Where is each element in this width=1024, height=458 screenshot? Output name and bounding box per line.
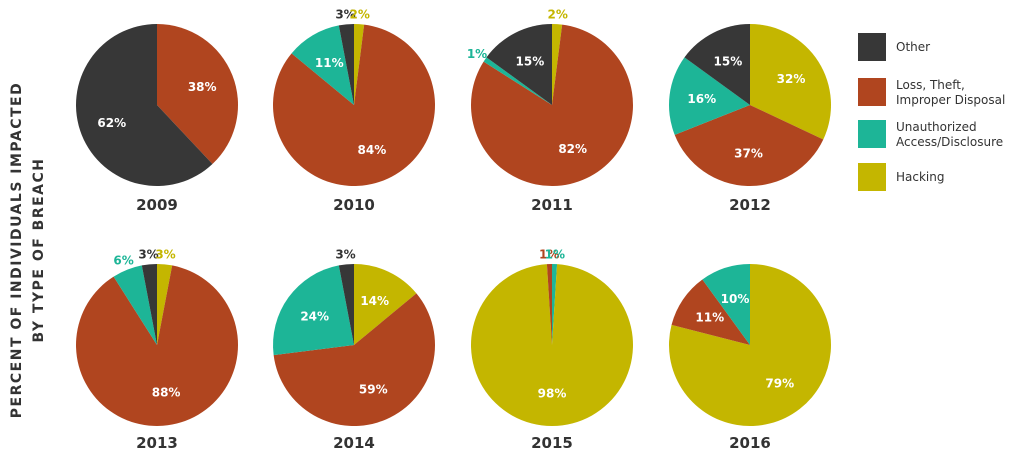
- y-axis-label: PERCENT OF INDIVIDUALS IMPACTED BY TYPE …: [9, 82, 47, 418]
- year-label-2013: 2013: [136, 434, 178, 452]
- legend: Other Loss, Theft,Improper Disposal Unauth…: [858, 33, 1005, 191]
- slice-2010-other: [338, 23, 354, 106]
- data-label-2013-unauth: 6%: [113, 254, 133, 268]
- pie-2009: 62% 38% 2009: [76, 24, 239, 214]
- y-axis-label-line-1: PERCENT OF INDIVIDUALS IMPACTED: [9, 82, 25, 418]
- slice-2010-unauth: [291, 25, 354, 105]
- slice-2016-unauth: [702, 264, 750, 345]
- legend-swatch-loss: [858, 78, 886, 106]
- data-label-2012-loss: 37%: [734, 147, 763, 161]
- slice-2012-hacking: [750, 24, 831, 140]
- y-axis-label-line-2: BY TYPE OF BREACH: [31, 158, 47, 343]
- slice-2014-hacking: [354, 264, 417, 345]
- data-label-2014-unauth: 24%: [300, 309, 329, 323]
- year-label-2011: 2011: [531, 196, 573, 214]
- pie-2012: 15% 37% 16% 32% 2012: [669, 24, 831, 214]
- slice-2011-loss: [471, 24, 634, 187]
- data-label-2011-loss: 82%: [558, 142, 587, 156]
- data-label-2010-loss: 84%: [358, 143, 387, 157]
- data-label-2016-hacking: 79%: [765, 376, 794, 390]
- legend-text-unauth-1: Access/Disclosure: [896, 135, 1003, 149]
- legend-item-hacking: Hacking: [858, 163, 944, 191]
- legend-text-loss-1: Improper Disposal: [896, 93, 1005, 107]
- pie-2013: 3% 88% 6% 3% 2013: [76, 248, 239, 452]
- legend-item-loss: Loss, Theft,Improper Disposal: [858, 78, 1005, 107]
- slice-2015-unauth: [552, 264, 558, 345]
- pie-grid: 62%38%20093%84%11%2%201015%82%1%2%201115…: [76, 8, 831, 452]
- slice-2010-loss: [273, 24, 436, 187]
- data-label-2010-unauth: 11%: [315, 56, 344, 70]
- pie-2015: 1%1% 98% 2015: [471, 247, 633, 452]
- slice-2012-loss: [674, 105, 824, 186]
- data-label-2011-unauth: 1%: [467, 47, 487, 61]
- legend-text-unauth-0: Unauthorized: [896, 120, 977, 134]
- data-label-2015-loss: 1%: [539, 247, 559, 261]
- data-label-2011-hacking: 2%: [548, 8, 568, 22]
- legend-swatch-unauth: [858, 120, 886, 148]
- legend-swatch-other: [858, 33, 886, 61]
- slice-2015-hacking: [471, 264, 633, 426]
- legend-swatch-hacking: [858, 163, 886, 191]
- data-label-2016-loss: 11%: [695, 311, 724, 325]
- legend-item-other: Other: [858, 33, 930, 61]
- legend-text-hacking-0: Hacking: [896, 170, 944, 184]
- slice-2011-hacking: [552, 24, 563, 105]
- year-label-2012: 2012: [729, 196, 771, 214]
- year-label-2015: 2015: [531, 434, 573, 452]
- slice-2012-unauth: [669, 57, 750, 135]
- data-label-2012-hacking: 32%: [777, 72, 806, 86]
- slice-2011-other: [486, 24, 552, 105]
- data-label-2015-unauth: 1%: [545, 247, 565, 261]
- legend-text-other-0: Other: [896, 40, 930, 54]
- data-label-2009-other: 62%: [97, 116, 126, 130]
- slice-2011-unauth: [483, 57, 552, 105]
- data-label-2014-hacking: 14%: [360, 294, 389, 308]
- data-label-2014-loss: 59%: [359, 383, 388, 397]
- data-label-2011-other: 15%: [516, 55, 545, 69]
- pie-2016: 11% 10% 79% 2016: [668, 264, 831, 452]
- data-label-2016-unauth: 10%: [721, 292, 750, 306]
- slice-2014-unauth: [273, 265, 354, 356]
- legend-text-loss-0: Loss, Theft,: [896, 78, 965, 92]
- slice-2010-hacking: [354, 24, 365, 105]
- year-label-2014: 2014: [333, 434, 375, 452]
- slice-2013-unauth: [113, 265, 157, 345]
- data-label-2013-loss: 88%: [152, 386, 181, 400]
- data-label-2012-unauth: 16%: [687, 92, 716, 106]
- year-label-2009: 2009: [136, 196, 178, 214]
- data-label-2013-other: 3%: [138, 248, 158, 262]
- data-label-2014-other: 3%: [335, 248, 355, 262]
- slice-2015-loss: [546, 264, 552, 345]
- year-label-2010: 2010: [333, 196, 375, 214]
- data-label-2009-loss: 38%: [188, 80, 217, 94]
- year-label-2016: 2016: [729, 434, 771, 452]
- data-label-2015-hacking: 98%: [538, 387, 567, 401]
- data-label-2010-other: 3%: [335, 8, 355, 22]
- slice-2016-hacking: [668, 264, 831, 426]
- pie-2014: 3% 59% 24% 14% 2014: [273, 248, 436, 452]
- data-label-2012-other: 15%: [714, 55, 743, 69]
- slice-2013-loss: [76, 265, 239, 426]
- pie-2011: 15% 82% 1% 2% 2011: [467, 8, 634, 214]
- data-label-2013-hacking: 3%: [155, 248, 175, 262]
- slice-2013-hacking: [157, 264, 173, 345]
- slice-2016-loss: [671, 279, 750, 345]
- data-label-2010-hacking: 2%: [350, 8, 370, 22]
- pie-2010: 3% 84% 11% 2% 2010: [273, 8, 436, 214]
- slice-2014-other: [338, 264, 354, 345]
- slice-2009-other: [76, 24, 213, 187]
- slice-2009-loss: [157, 24, 239, 165]
- slice-2014-loss: [273, 293, 436, 427]
- slice-2012-other: [684, 24, 750, 105]
- slice-2013-other: [141, 264, 157, 345]
